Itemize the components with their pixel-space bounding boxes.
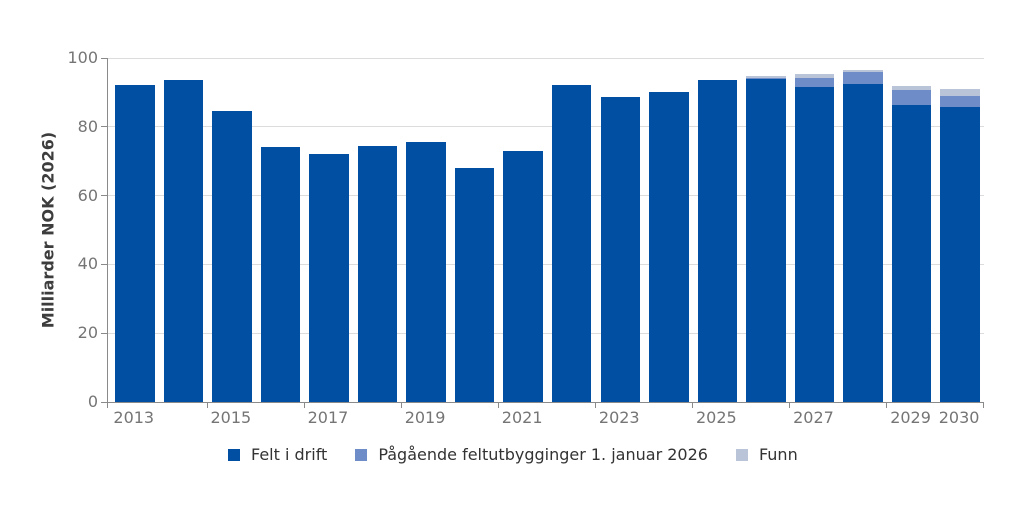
bar-2022 [551, 84, 592, 402]
gridline-y-20 [108, 332, 984, 334]
gridline-y-80 [108, 126, 984, 128]
y-tick-label: 80 [77, 116, 98, 136]
x-axis-tick [206, 403, 208, 408]
bar-2026 [746, 76, 786, 402]
y-axis-tick [101, 332, 107, 334]
bar-2030 [940, 88, 980, 402]
x-tick-label-2027: 2027 [793, 408, 834, 427]
legend-item-pagaende-feltutbygginger[interactable]: Pågående feltutbygginger 1. januar 2026 [355, 445, 708, 464]
x-tick-label-2019: 2019 [404, 408, 446, 427]
plot-area [107, 57, 984, 403]
bar-2016 [260, 147, 301, 402]
x-axis-tick [983, 403, 984, 408]
legend-swatch-icon [735, 448, 748, 461]
x-tick-label-2030: 2030 [938, 408, 980, 427]
gridline-y-40 [108, 263, 984, 265]
bar-2028 [843, 70, 883, 402]
bar-segment-2027 [794, 86, 835, 402]
bar-segment-2020 [454, 168, 495, 402]
legend-swatch-icon [355, 448, 368, 461]
y-tick-label: 0 [87, 392, 98, 411]
x-axis-tick [107, 403, 108, 408]
bar-segment-2029 [891, 89, 932, 105]
bar-segment-2026 [746, 76, 786, 78]
legend-label: Funn [758, 445, 798, 464]
bar-2015 [212, 111, 252, 402]
bar-segment-2014 [163, 79, 204, 402]
legend-label: Felt i drift [251, 445, 328, 464]
bar-2023 [600, 97, 640, 402]
bar-segment-2028 [843, 72, 883, 85]
bar-segment-2013 [115, 84, 155, 402]
bar-segment-2022 [551, 84, 592, 402]
legend-swatch-icon [228, 448, 240, 461]
legend-item-funn[interactable]: Funn [735, 445, 798, 464]
bar-segment-2026 [746, 77, 786, 79]
bar-segment-2015 [212, 111, 252, 402]
x-axis-tick [789, 403, 791, 408]
bar-segment-2030 [940, 96, 980, 107]
y-tick-label: 40 [77, 254, 98, 274]
bar-segment-2029 [891, 104, 932, 402]
x-tick-label-2025: 2025 [695, 408, 737, 427]
bar-segment-2028 [843, 70, 883, 73]
bar-2029 [891, 85, 932, 402]
bar-2013 [115, 84, 155, 402]
y-axis-tick [101, 195, 107, 197]
bar-segment-2021 [503, 150, 543, 402]
y-axis-tick [101, 263, 107, 265]
bar-2017 [309, 154, 349, 402]
bar-segment-2025 [697, 80, 738, 402]
x-axis-tick [692, 403, 694, 408]
gridline-y-60 [108, 195, 984, 197]
bar-segment-2019 [406, 141, 446, 402]
y-tick-label: 20 [77, 323, 98, 343]
y-axis-tick [101, 401, 107, 403]
bar-segment-2016 [260, 147, 301, 402]
bar-2018 [357, 145, 398, 402]
legend: Felt i drift Pågående feltutbygginger 1.… [228, 445, 798, 464]
x-axis-tick [886, 403, 888, 408]
x-tick-label-2015: 2015 [210, 408, 252, 427]
x-axis-tick [595, 403, 596, 408]
bar-segment-2027 [794, 77, 835, 87]
x-axis-tick [497, 403, 499, 408]
bar-2027 [794, 73, 835, 402]
bar-segment-2030 [940, 106, 980, 402]
bar-segment-2026 [746, 78, 786, 402]
bar-2019 [406, 141, 446, 402]
legend-item-felt-i-drift[interactable]: Felt i drift [228, 445, 327, 464]
y-axis-tick [101, 126, 107, 128]
y-axis-title: Milliarder NOK (2026) [38, 131, 58, 329]
bar-2021 [503, 150, 543, 402]
bar-2014 [163, 79, 204, 402]
y-tick-label: 60 [77, 185, 98, 205]
bar-segment-2023 [600, 97, 640, 402]
bar-segment-2018 [357, 145, 398, 402]
gridline-y-100 [108, 57, 984, 59]
bar-segment-2024 [649, 92, 689, 402]
bar-2025 [697, 80, 738, 402]
x-axis-tick [303, 403, 305, 408]
bar-2020 [454, 168, 495, 402]
legend-label: Pågående feltutbygginger 1. januar 2026 [378, 445, 708, 464]
x-axis-tick [400, 403, 402, 408]
x-tick-label-2017: 2017 [307, 408, 349, 427]
x-tick-label-2029: 2029 [890, 408, 931, 427]
bar-segment-2017 [309, 154, 349, 402]
x-tick-label-2023: 2023 [598, 408, 640, 427]
y-axis-tick [101, 57, 107, 59]
x-tick-label-2013: 2013 [113, 408, 155, 427]
x-tick-label-2021: 2021 [501, 408, 543, 427]
bar-segment-2028 [843, 84, 883, 402]
bar-segment-2029 [891, 85, 932, 90]
y-tick-label: 100 [67, 48, 98, 67]
bar-segment-2027 [794, 73, 835, 78]
bar-segment-2030 [940, 88, 980, 97]
bar-2024 [649, 92, 689, 402]
